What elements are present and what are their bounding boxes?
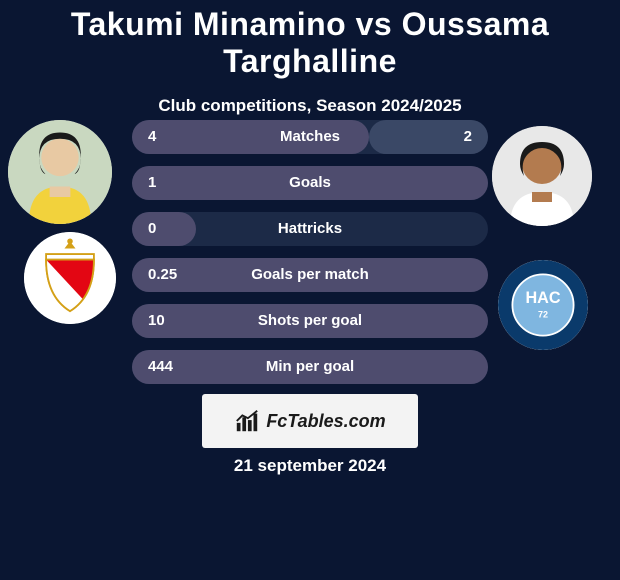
svg-text:72: 72 (538, 310, 548, 320)
svg-text:HAC: HAC (525, 289, 560, 307)
stat-row: 10Shots per goal (132, 304, 488, 338)
club-crest-icon (24, 232, 116, 324)
player-right-avatar (492, 126, 592, 226)
club-crest-icon: HAC 72 (498, 260, 588, 350)
brand-label: FcTables.com (266, 411, 385, 432)
stat-bar-left (132, 166, 488, 200)
stat-row: 444Min per goal (132, 350, 488, 384)
stat-bar-left (132, 304, 488, 338)
page-title: Takumi Minamino vs Oussama Targhalline (0, 0, 620, 80)
stats-bars: 42Matches 1Goals 0Hattricks 0.25Goals per m… (132, 120, 488, 396)
stat-row: 0Hattricks (132, 212, 488, 246)
stat-bar-left (132, 120, 369, 154)
player-left-club-crest (24, 232, 116, 324)
person-silhouette-icon (8, 120, 112, 224)
brand-badge[interactable]: FcTables.com (202, 394, 418, 448)
brand-logo-icon (234, 408, 260, 434)
player-right-club-crest: HAC 72 (498, 260, 588, 350)
stat-bar-left (132, 350, 488, 384)
stat-row: 1Goals (132, 166, 488, 200)
stat-bar-right (369, 120, 488, 154)
stat-bar-left (132, 212, 196, 246)
stat-row: 42Matches (132, 120, 488, 154)
stat-bar-left (132, 258, 488, 292)
subtitle: Club competitions, Season 2024/2025 (0, 96, 620, 116)
date-label: 21 september 2024 (0, 456, 620, 476)
person-silhouette-icon (492, 126, 592, 226)
stat-row: 0.25Goals per match (132, 258, 488, 292)
player-left-avatar (8, 120, 112, 224)
